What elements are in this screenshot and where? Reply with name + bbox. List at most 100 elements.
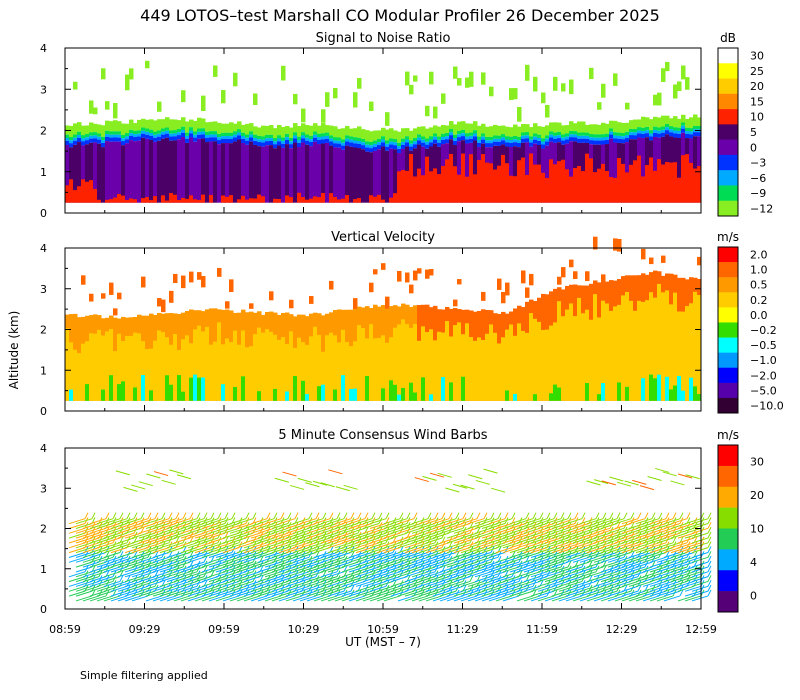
wind-barb (292, 571, 310, 578)
wind-barb (684, 532, 702, 539)
wind-barb (313, 585, 331, 592)
vv-column-mid (469, 337, 474, 401)
snr-band-2 (229, 136, 234, 140)
vv-column-mid (597, 317, 602, 401)
wind-barb (243, 537, 261, 544)
wind-barb (649, 561, 667, 568)
wind-barb (467, 561, 485, 568)
wind-barb (572, 556, 590, 563)
snr-band-0 (261, 125, 266, 137)
wind-barb (96, 542, 114, 549)
colorbar-label: −12 (750, 202, 773, 215)
snr-band-1 (441, 133, 446, 138)
snr-band-red (581, 171, 586, 203)
snr-speck (201, 95, 206, 112)
wind-barb (306, 542, 324, 549)
snr-band-2 (649, 133, 654, 137)
wind-barb (355, 585, 373, 592)
vv-column-mid (229, 341, 234, 401)
snr-band-purple (113, 141, 118, 203)
wind-barb (502, 580, 520, 587)
wind-barb (376, 580, 394, 587)
snr-band-purple (117, 141, 122, 203)
snr-band-purple (365, 151, 370, 203)
wind-barb (691, 580, 709, 587)
wind-barb (236, 523, 254, 529)
snr-band-red (417, 168, 422, 203)
snr-band-1 (697, 125, 702, 130)
colorbar-label: 10 (750, 111, 764, 124)
wind-barb (327, 566, 345, 573)
wind-barb (432, 556, 450, 563)
snr-band-1 (597, 134, 602, 138)
wind-barb (117, 566, 135, 573)
snr-band-red (461, 153, 466, 203)
wind-barb (362, 537, 380, 544)
snr-band-0 (77, 122, 82, 132)
wind-barb (103, 580, 121, 587)
snr-band-2 (85, 137, 90, 141)
snr-band-red (465, 176, 470, 203)
wind-barb (663, 585, 681, 592)
snr-band-2 (173, 133, 178, 137)
snr-band-0 (405, 128, 410, 137)
wind-barb (572, 537, 590, 544)
snr-band-0 (553, 122, 558, 133)
vv-column-mid (493, 332, 498, 401)
wind-barb (425, 556, 443, 563)
snr-band-0 (385, 129, 390, 141)
snr-band-red (681, 155, 686, 203)
wind-barb (215, 590, 233, 597)
wind-barb (138, 547, 156, 554)
snr-band-2 (321, 136, 326, 140)
snr-band-0 (501, 125, 506, 135)
wind-barb (117, 590, 135, 597)
snr-band-red (489, 163, 494, 203)
snr-band-red (561, 159, 566, 203)
vv-column-mid (241, 330, 246, 401)
snr-band-3 (393, 145, 398, 150)
snr-band-3 (625, 137, 630, 143)
snr-band-3 (205, 137, 210, 143)
wind-barb (194, 571, 212, 578)
snr-band-1 (209, 131, 214, 135)
wind-barb (82, 523, 100, 529)
wind-barb-flag (525, 512, 530, 519)
wind-barb-flag (112, 512, 117, 519)
colorbar-swatch (718, 367, 738, 384)
snr-band-2 (477, 139, 482, 143)
wind-barb (579, 556, 597, 563)
snr-band-3 (185, 138, 190, 143)
snr-band-3 (225, 138, 230, 143)
snr-band-3 (569, 137, 574, 142)
wind-barb (607, 527, 625, 534)
wind-barb (418, 580, 436, 587)
snr-band-2 (165, 130, 170, 134)
snr-band-0 (277, 124, 282, 136)
wind-barb (355, 556, 373, 563)
wind-barb (607, 518, 625, 525)
wind-barb (404, 561, 422, 568)
wind-barb (677, 566, 695, 573)
snr-band-3 (437, 142, 442, 147)
wind-barb (236, 566, 254, 573)
wind-barb (173, 566, 191, 573)
wind-barb (75, 595, 93, 602)
wind-barb (103, 542, 121, 549)
snr-speck (113, 103, 118, 119)
snr-band-3 (373, 146, 378, 151)
snr-band-red (309, 198, 314, 203)
colorbar-swatch (718, 570, 738, 592)
wind-barb (145, 523, 163, 529)
y-tick-label: 2 (40, 324, 47, 337)
wind-barb (173, 532, 191, 539)
wind-barb (306, 595, 324, 602)
wind-barb (502, 566, 520, 573)
snr-band-3 (65, 140, 70, 145)
snr-band-purple (329, 145, 334, 203)
wind-barb-flag (427, 512, 432, 519)
snr-band-red (601, 163, 606, 203)
snr-band-3 (249, 137, 254, 142)
wind-barb (481, 542, 499, 549)
snr-band-3 (505, 142, 510, 147)
